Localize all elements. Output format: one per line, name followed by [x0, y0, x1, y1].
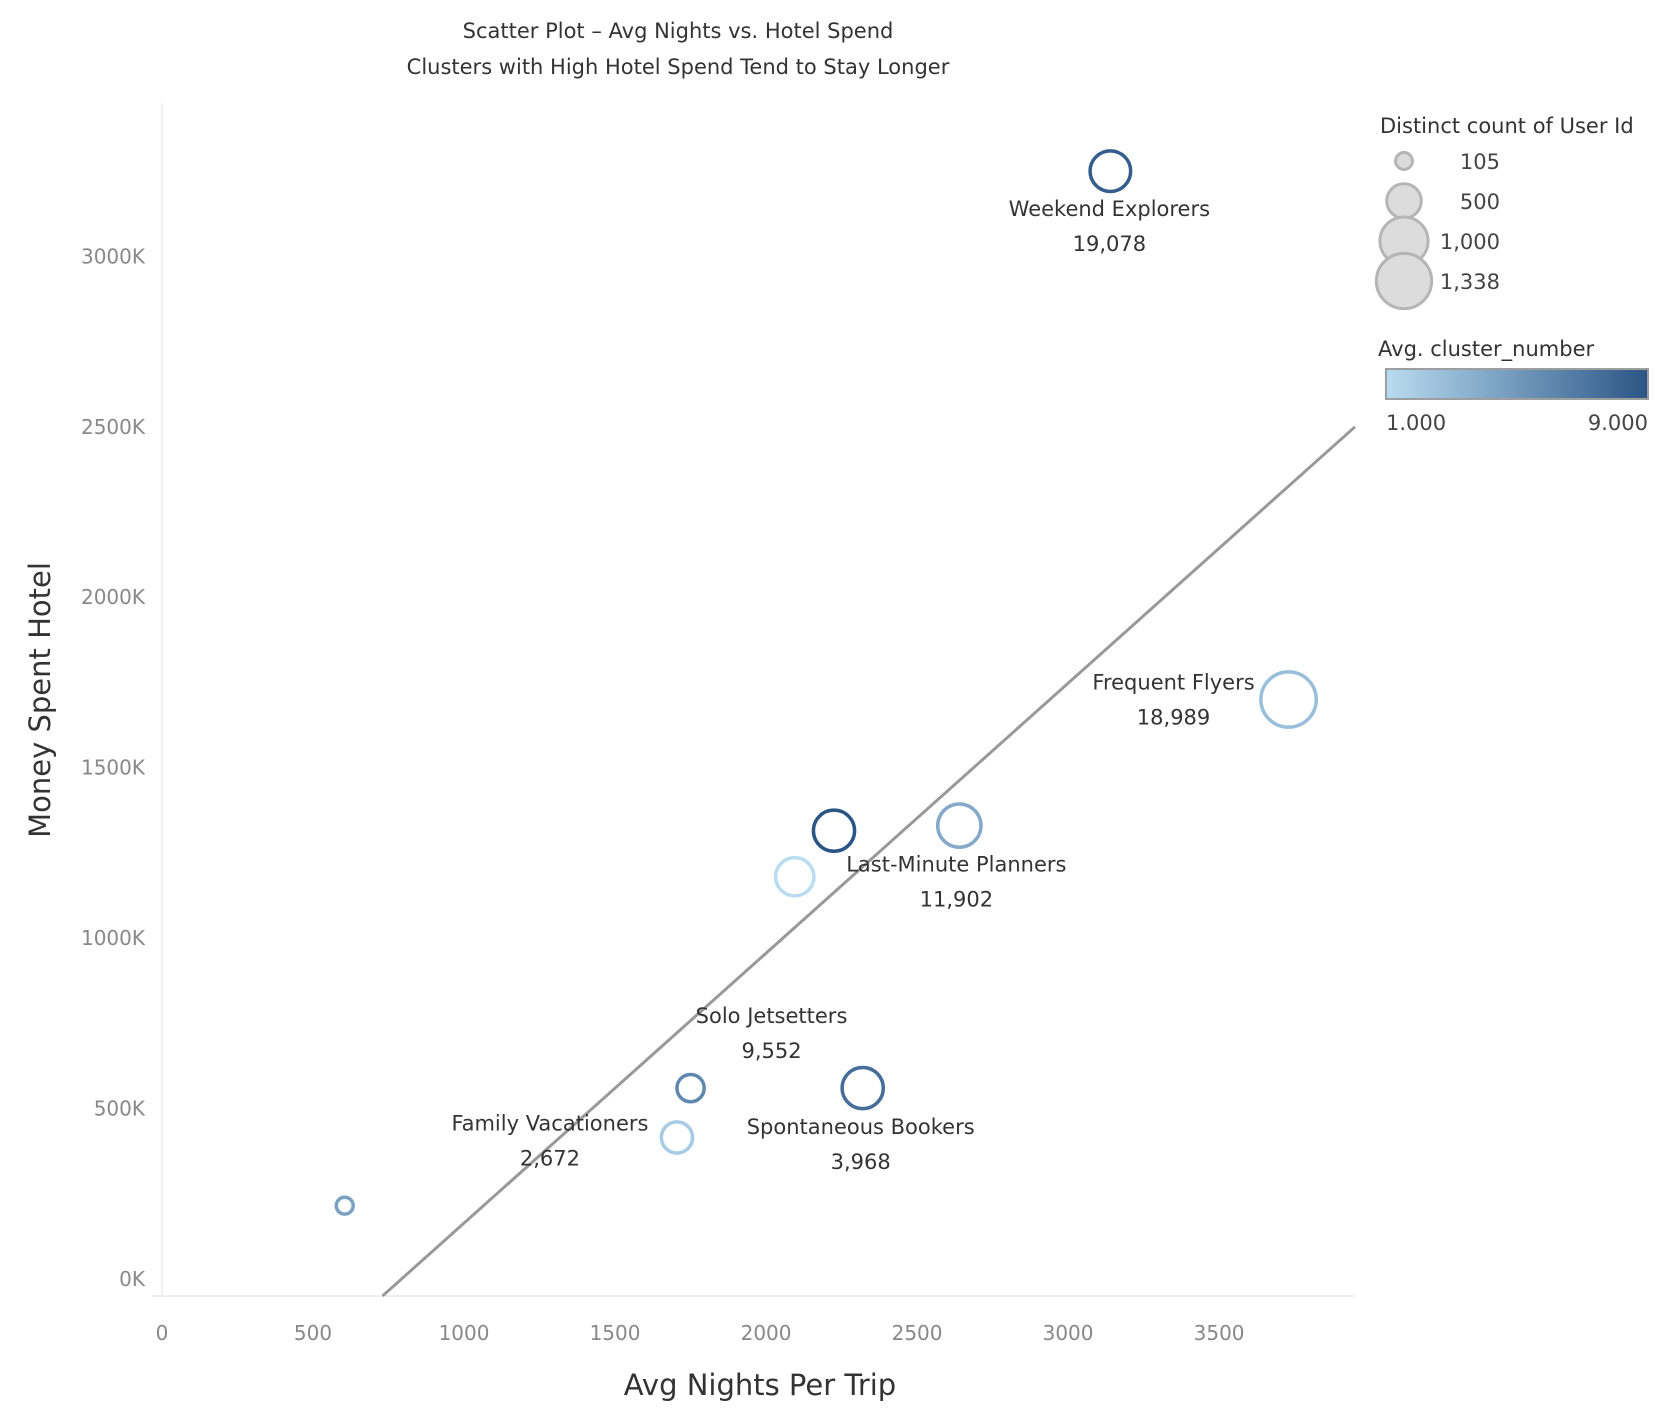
x-axis-ticks: 0 500 1000 1500 2000 2500 3000 3500	[156, 1321, 1245, 1345]
data-point	[935, 802, 983, 849]
x-axis-title: Avg Nights Per Trip	[624, 1368, 896, 1402]
point-label-value: 18,989	[1137, 706, 1210, 730]
size-legend-label: 1,000	[1440, 230, 1500, 254]
size-legend-label: 1,338	[1440, 270, 1500, 294]
point-label-value: 11,902	[920, 888, 993, 912]
color-legend: Avg. cluster_number 1.000 9.000	[1378, 337, 1649, 435]
chart-subtitle: Clusters with High Hotel Spend Tend to S…	[407, 55, 950, 79]
point-label-value: 9,552	[741, 1039, 801, 1063]
y-tick-label: 2500K	[81, 415, 146, 439]
x-tick-label: 3500	[1194, 1321, 1245, 1345]
point-label-name: Frequent Flyers	[1092, 671, 1254, 695]
x-tick-label: 2500	[892, 1321, 943, 1345]
size-legend: Distinct count of User Id 105 500 1,000 1,3…	[1374, 114, 1634, 311]
point-labels: Weekend Explorers 19,078 Frequent Flyers 18…	[451, 197, 1254, 1174]
x-tick-label: 500	[294, 1321, 332, 1345]
x-tick-label: 3000	[1043, 1321, 1094, 1345]
size-legend-circle	[1374, 251, 1434, 311]
y-tick-label: 1500K	[81, 756, 146, 780]
data-point	[840, 1065, 886, 1111]
point-label-name: Spontaneous Bookers	[747, 1115, 975, 1139]
point-label-value: 3,968	[831, 1150, 891, 1174]
data-point	[1088, 149, 1133, 194]
data-point	[659, 1120, 695, 1155]
size-legend-label: 500	[1460, 190, 1500, 214]
point-label-value: 19,078	[1073, 232, 1146, 256]
y-tick-label: 2000K	[81, 585, 146, 609]
y-axis-ticks: 0K 500K 1000K 1500K 2000K 2500K 3000K	[81, 244, 146, 1291]
color-legend-min-label: 1.000	[1386, 411, 1446, 435]
color-legend-max-label: 9.000	[1588, 411, 1648, 435]
size-legend-circle	[1394, 151, 1414, 171]
point-label-name: Last-Minute Planners	[846, 853, 1066, 877]
point-label-name: Solo Jetsetters	[696, 1004, 848, 1028]
point-label-name: Family Vacationers	[451, 1112, 648, 1136]
size-legend-circle	[1385, 182, 1423, 220]
y-tick-label: 1000K	[81, 926, 146, 950]
x-tick-label: 2000	[741, 1321, 792, 1345]
data-point	[811, 808, 857, 854]
data-point	[773, 855, 816, 898]
size-legend-label: 105	[1460, 150, 1500, 174]
trend-line	[381, 425, 1356, 1298]
data-point	[675, 1072, 706, 1104]
y-tick-label: 0K	[119, 1267, 146, 1291]
y-axis-title: Money Spent Hotel	[23, 562, 57, 838]
data-point	[334, 1195, 355, 1216]
y-tick-label: 3000K	[81, 244, 146, 268]
x-tick-label: 0	[156, 1321, 169, 1345]
data-point	[1259, 670, 1318, 729]
color-legend-gradient	[1385, 368, 1649, 400]
chart-title: Scatter Plot – Avg Nights vs. Hotel Spen…	[463, 19, 894, 43]
x-tick-label: 1000	[439, 1321, 490, 1345]
color-legend-title: Avg. cluster_number	[1378, 337, 1594, 362]
point-label-value: 2,672	[520, 1147, 580, 1171]
data-points	[334, 149, 1318, 1216]
point-label-name: Weekend Explorers	[1009, 197, 1210, 221]
size-legend-title: Distinct count of User Id	[1380, 114, 1634, 138]
y-tick-label: 500K	[94, 1097, 146, 1121]
x-tick-label: 1500	[590, 1321, 641, 1345]
